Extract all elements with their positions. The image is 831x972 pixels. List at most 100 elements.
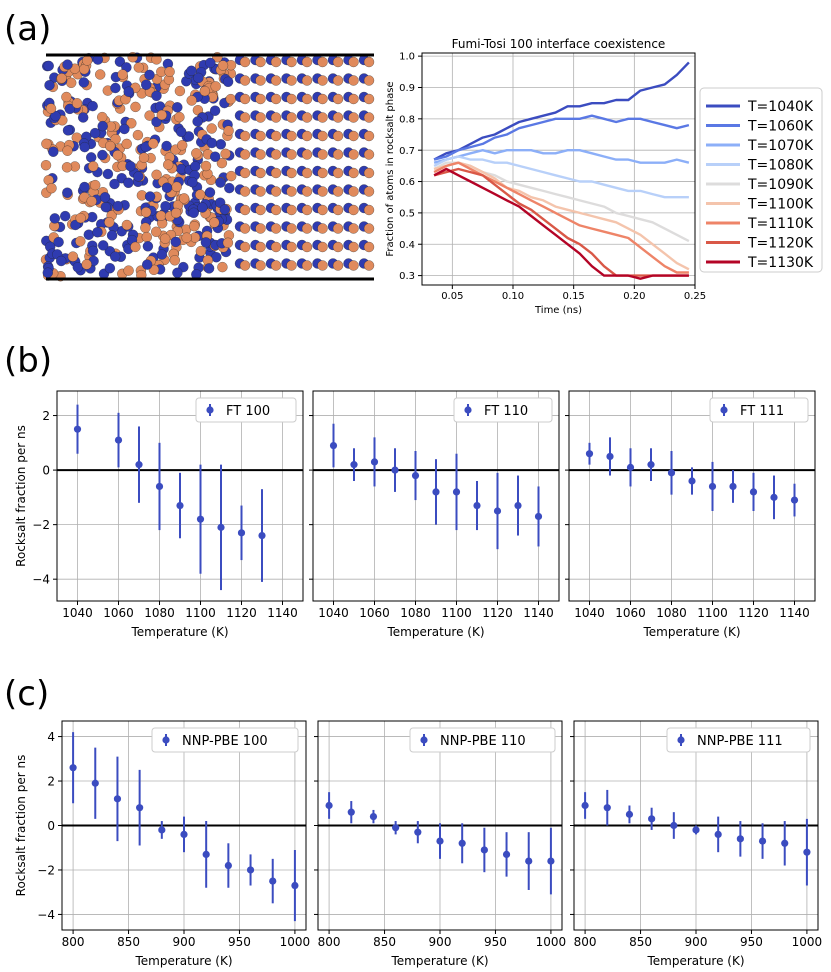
- data-point: [155, 482, 164, 491]
- atom: [133, 171, 144, 182]
- legend-box: [409, 727, 556, 753]
- atom: [255, 75, 266, 86]
- x-tick-label: 900: [429, 935, 452, 949]
- data-point: [729, 482, 737, 491]
- atom: [239, 223, 251, 234]
- chart-c1-nnp100: 800 850 900 950 1000 −4 −2 0 2 4 NNP-PBE 100 Temper…: [14, 720, 311, 968]
- atom: [62, 187, 73, 198]
- y-tick-label: 0.8: [399, 114, 415, 125]
- atom: [172, 267, 183, 278]
- atom: [60, 210, 71, 222]
- atom: [255, 56, 266, 68]
- atom: [161, 182, 173, 193]
- legend-entry: NNP-PBE 110: [440, 734, 526, 749]
- atom: [348, 204, 359, 216]
- atom: [112, 200, 124, 212]
- atom: [67, 251, 79, 262]
- chart-b2-ft110: 1040 1060 1080 1100 1120 1140 FT 110 Temperatur…: [309, 390, 560, 639]
- x-tick-label: 1100: [441, 606, 472, 620]
- atom: [301, 167, 313, 179]
- atom: [286, 223, 297, 234]
- atom: [62, 145, 73, 156]
- atom: [148, 138, 159, 149]
- atom: [42, 267, 53, 278]
- x-tick-label: 800: [318, 935, 341, 949]
- atom: [255, 260, 266, 271]
- atom: [301, 241, 313, 253]
- x-axis-label: Temperature (K): [390, 954, 488, 968]
- panel-label-c: (c): [4, 674, 49, 714]
- data-point: [758, 837, 767, 845]
- atom: [270, 260, 282, 271]
- legend-entry: FT 110: [484, 404, 528, 419]
- atom: [200, 160, 212, 172]
- atom: [49, 213, 60, 224]
- x-tick-label: 1080: [144, 606, 175, 620]
- legend-box: [453, 397, 553, 423]
- atom: [92, 227, 103, 238]
- atom: [160, 233, 171, 244]
- atom: [348, 56, 359, 68]
- data-point: [692, 826, 700, 834]
- atom: [317, 75, 328, 86]
- atom: [177, 140, 188, 151]
- x-tick-label: 1040: [574, 606, 605, 620]
- x-axis-label: Temperature (K): [130, 625, 228, 639]
- atom: [161, 140, 172, 152]
- atom: [363, 130, 375, 142]
- plot-frame: [568, 390, 816, 602]
- atom: [348, 75, 359, 86]
- atom: [255, 112, 266, 123]
- atom: [255, 223, 266, 234]
- atom: [175, 126, 187, 137]
- y-tick-label: 2: [42, 409, 50, 423]
- legend: NNP-PBE 110: [409, 727, 556, 753]
- data-point: [69, 764, 77, 772]
- atom: [286, 241, 297, 253]
- atom: [332, 167, 344, 179]
- atom: [197, 202, 208, 213]
- atom: [142, 259, 153, 270]
- data-point: [411, 471, 420, 480]
- x-tick-label: 1000: [280, 935, 311, 949]
- x-tick-label: 1060: [359, 606, 390, 620]
- atom: [43, 60, 54, 72]
- atom: [209, 217, 220, 228]
- legend-entry: T=1080K: [747, 158, 814, 174]
- atom: [301, 223, 313, 234]
- x-tick-label: 1140: [267, 606, 298, 620]
- atom: [83, 229, 94, 240]
- x-tick-label: 850: [629, 935, 652, 949]
- x-tick-label: 850: [117, 935, 140, 949]
- series-line: [433, 114, 690, 161]
- atom: [72, 262, 83, 273]
- atom: [40, 160, 52, 171]
- atom: [270, 93, 282, 105]
- data-point: [136, 804, 144, 812]
- atom: [193, 72, 204, 84]
- atom: [317, 223, 328, 234]
- y-tick-label: 0.7: [399, 146, 415, 157]
- atom: [86, 152, 97, 163]
- legend-marker: [162, 736, 170, 744]
- atom: [105, 140, 116, 152]
- data-point: [114, 436, 123, 444]
- atom: [239, 130, 251, 142]
- atom: [62, 59, 73, 70]
- atom: [200, 237, 212, 248]
- atom: [270, 167, 282, 179]
- data-point: [749, 488, 758, 496]
- data-point: [585, 450, 594, 458]
- atom: [301, 204, 313, 216]
- atom: [317, 186, 328, 197]
- x-tick-label: 900: [173, 935, 196, 949]
- x-axis-label: Temperature (K): [386, 625, 484, 639]
- atom: [255, 241, 266, 253]
- atom: [188, 207, 199, 218]
- atom: [332, 130, 344, 142]
- atom: [81, 259, 92, 270]
- legend-entry: FT 100: [226, 404, 270, 419]
- atom: [171, 181, 182, 192]
- atom: [110, 251, 121, 262]
- atom: [348, 167, 359, 179]
